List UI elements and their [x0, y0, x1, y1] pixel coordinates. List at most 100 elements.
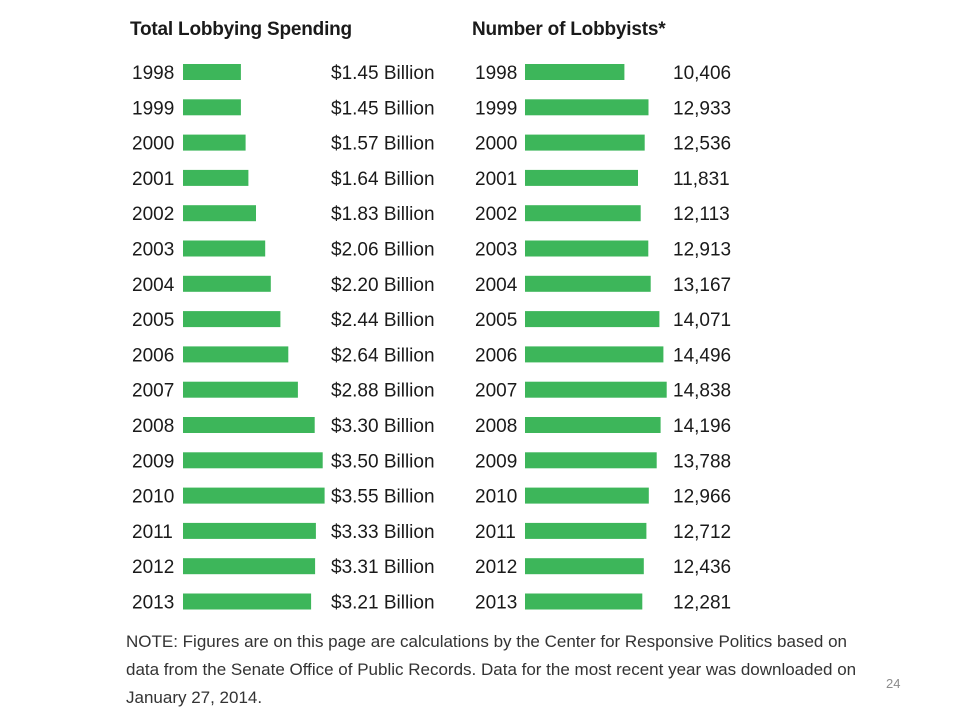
lobbyists-bar: [525, 134, 645, 151]
lobbyists-year-label: 2009: [475, 451, 517, 472]
spending-year-label: 2013: [132, 593, 174, 614]
spending-bar: [183, 522, 316, 539]
spending-bar: [183, 346, 289, 363]
lobbyists-year-label: 1999: [475, 98, 517, 119]
lobbyists-year-label: 2000: [475, 134, 517, 155]
spending-value-label: $2.20 Billion: [331, 275, 435, 296]
spending-bar: [183, 381, 298, 398]
spending-value-label: $3.31 Billion: [331, 557, 435, 578]
lobbyists-year-label: 1998: [475, 63, 517, 84]
lobbyists-bar: [525, 64, 625, 80]
spending-chart-title: Total Lobbying Spending: [130, 19, 352, 40]
spending-value-label: $2.06 Billion: [331, 240, 435, 261]
spending-value-label: $3.30 Billion: [331, 416, 435, 437]
lobbyists-value-label: 14,838: [673, 381, 731, 402]
lobbyists-value-label: 10,406: [673, 63, 731, 84]
spending-year-label: 2010: [132, 487, 174, 508]
lobbyists-bar: [525, 240, 649, 257]
lobbyists-bar: [525, 346, 664, 363]
spending-year-label: 2000: [132, 134, 174, 155]
spending-value-label: $3.33 Billion: [331, 522, 435, 543]
lobbyists-value-label: 12,712: [673, 522, 731, 543]
lobbyists-value-label: 14,196: [673, 416, 731, 437]
spending-bar: [183, 134, 246, 151]
spending-year-label: 2003: [132, 240, 174, 261]
lobbyists-year-label: 2008: [475, 416, 517, 437]
lobbyists-bar: [525, 417, 661, 433]
spending-value-label: $1.83 Billion: [331, 204, 435, 225]
spending-bar: [183, 417, 315, 433]
spending-year-label: 2009: [132, 451, 174, 472]
lobbyists-year-label: 2012: [475, 557, 517, 578]
spending-value-label: $1.57 Billion: [331, 134, 435, 155]
spending-bar: [183, 99, 241, 116]
lobbyists-bar: [525, 487, 649, 504]
page-number: 24: [886, 676, 901, 691]
lobbyists-value-label: 13,788: [673, 451, 731, 472]
spending-year-label: 2006: [132, 345, 174, 366]
spending-year-label: 2002: [132, 204, 174, 225]
spending-value-label: $2.44 Billion: [331, 310, 435, 331]
lobbyists-year-label: 2006: [475, 345, 517, 366]
lobbyists-value-label: 14,496: [673, 345, 731, 366]
lobbyists-value-label: 12,536: [673, 134, 731, 155]
spending-bar: [183, 275, 271, 292]
lobbyists-value-label: 12,436: [673, 557, 731, 578]
lobbyists-value-label: 12,281: [673, 593, 731, 614]
lobbyists-year-label: 2007: [475, 381, 517, 402]
spending-year-label: 2012: [132, 557, 174, 578]
lobbyists-bar: [525, 558, 644, 575]
lobbyists-bar: [525, 593, 643, 610]
spending-bar: [183, 311, 281, 328]
spending-year-label: 1999: [132, 98, 174, 119]
lobbyists-year-label: 2002: [475, 204, 517, 225]
spending-value-label: $3.21 Billion: [331, 593, 435, 614]
lobbyists-year-label: 2010: [475, 487, 517, 508]
lobbyists-value-label: 12,113: [673, 204, 730, 225]
lobbyists-bar: [525, 381, 667, 398]
lobbyists-bar: [525, 522, 647, 539]
lobbyists-bar: [525, 275, 651, 292]
source-note: NOTE: Figures are on this page are calcu…: [126, 632, 857, 707]
spending-year-label: 2005: [132, 310, 174, 331]
spending-year-label: 2011: [132, 522, 173, 543]
spending-year-label: 2007: [132, 381, 174, 402]
spending-value-label: $3.55 Billion: [331, 487, 435, 508]
spending-value-label: $1.45 Billion: [331, 63, 435, 84]
lobbyists-year-label: 2013: [475, 593, 517, 614]
spending-value-label: $2.64 Billion: [331, 345, 435, 366]
lobbyists-value-label: 12,966: [673, 487, 731, 508]
lobbyists-bar: [525, 169, 638, 186]
lobbyists-year-label: 2005: [475, 310, 517, 331]
lobbyists-bar: [525, 452, 657, 469]
lobbyists-year-label: 2004: [475, 275, 518, 296]
lobbyists-chart-title: Number of Lobbyists*: [472, 19, 666, 40]
spending-year-label: 1998: [132, 63, 174, 84]
spending-year-label: 2008: [132, 416, 174, 437]
lobbyists-bar: [525, 99, 649, 116]
lobbyists-year-label: 2001: [475, 169, 517, 190]
lobbyists-value-label: 12,933: [673, 98, 731, 119]
spending-year-label: 2004: [132, 275, 175, 296]
spending-bar: [183, 240, 266, 257]
lobbyists-year-label: 2011: [475, 522, 516, 543]
spending-bar: [183, 64, 241, 80]
spending-bar: [183, 487, 325, 504]
spending-bar: [183, 205, 256, 222]
spending-value-label: $1.45 Billion: [331, 98, 435, 119]
lobbyists-value-label: 13,167: [673, 275, 731, 296]
spending-value-label: $2.88 Billion: [331, 381, 435, 402]
lobbyists-bar: [525, 205, 641, 222]
lobbyists-value-label: 12,913: [673, 240, 731, 261]
spending-value-label: $3.50 Billion: [331, 451, 435, 472]
lobbyists-year-label: 2003: [475, 240, 517, 261]
lobbyists-value-label: 11,831: [673, 169, 730, 190]
spending-bar: [183, 558, 316, 575]
lobbyists-value-label: 14,071: [673, 310, 731, 331]
lobbyists-bar: [525, 311, 660, 328]
spending-bar: [183, 169, 249, 186]
spending-bar: [183, 452, 323, 469]
spending-value-label: $1.64 Billion: [331, 169, 435, 190]
spending-bar: [183, 593, 312, 610]
